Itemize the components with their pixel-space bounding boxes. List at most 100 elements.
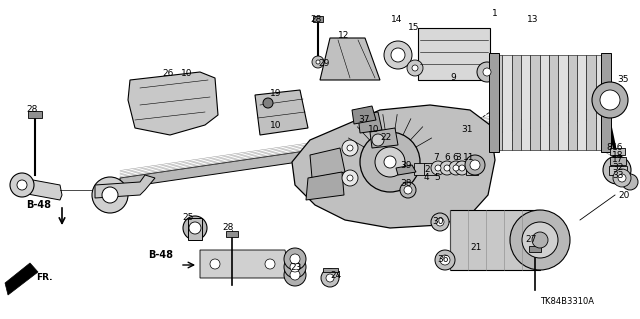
Text: 19: 19 <box>270 88 282 98</box>
Text: 10: 10 <box>270 122 282 130</box>
Circle shape <box>312 56 324 68</box>
Circle shape <box>384 156 396 168</box>
Text: 29: 29 <box>318 58 330 68</box>
Polygon shape <box>320 38 380 80</box>
Polygon shape <box>200 250 290 278</box>
Polygon shape <box>358 112 382 133</box>
Polygon shape <box>95 175 155 198</box>
Text: 7: 7 <box>433 153 439 162</box>
Bar <box>226 231 238 237</box>
Text: 28: 28 <box>310 16 321 25</box>
Circle shape <box>375 147 405 177</box>
Circle shape <box>436 218 444 226</box>
Circle shape <box>290 262 300 272</box>
Polygon shape <box>586 55 596 150</box>
Circle shape <box>400 182 416 198</box>
Circle shape <box>342 170 358 186</box>
Text: 24: 24 <box>330 271 341 279</box>
Polygon shape <box>188 218 202 240</box>
Text: 38: 38 <box>400 179 412 188</box>
Text: 28: 28 <box>222 224 234 233</box>
Polygon shape <box>489 53 499 152</box>
Text: 31: 31 <box>461 125 472 135</box>
Circle shape <box>284 264 306 286</box>
Text: 32: 32 <box>612 162 623 172</box>
Circle shape <box>431 161 445 175</box>
Text: 9: 9 <box>450 73 456 83</box>
Text: 36: 36 <box>437 256 449 264</box>
Text: 30: 30 <box>432 218 444 226</box>
Circle shape <box>510 210 570 270</box>
Text: 35: 35 <box>617 76 628 85</box>
Circle shape <box>522 222 558 258</box>
Circle shape <box>321 269 339 287</box>
Polygon shape <box>95 45 630 305</box>
Polygon shape <box>540 55 549 150</box>
Text: 11: 11 <box>463 153 474 162</box>
Circle shape <box>102 187 118 203</box>
Polygon shape <box>323 268 338 272</box>
Text: 10: 10 <box>181 69 193 78</box>
Text: 28: 28 <box>26 106 37 115</box>
Circle shape <box>600 90 620 110</box>
Polygon shape <box>568 55 577 150</box>
Circle shape <box>592 82 628 118</box>
Text: 37: 37 <box>358 115 369 124</box>
Circle shape <box>92 177 128 213</box>
Text: TK84B3310A: TK84B3310A <box>540 298 594 307</box>
Text: 16: 16 <box>612 144 623 152</box>
Text: 20: 20 <box>618 190 629 199</box>
Polygon shape <box>493 55 502 150</box>
Circle shape <box>372 134 384 146</box>
Polygon shape <box>22 178 62 200</box>
Text: 23: 23 <box>290 263 301 272</box>
Polygon shape <box>418 28 490 80</box>
Polygon shape <box>596 55 605 150</box>
Circle shape <box>465 155 485 175</box>
Text: 8: 8 <box>606 144 612 152</box>
Circle shape <box>210 259 220 269</box>
Text: 6: 6 <box>444 153 450 162</box>
Circle shape <box>532 232 548 248</box>
Text: 5: 5 <box>434 174 440 182</box>
Circle shape <box>183 216 207 240</box>
Text: 14: 14 <box>391 16 403 25</box>
Circle shape <box>444 165 450 171</box>
Polygon shape <box>577 55 586 150</box>
Bar <box>529 246 541 252</box>
Polygon shape <box>414 163 426 175</box>
Polygon shape <box>610 148 625 155</box>
Polygon shape <box>609 166 627 175</box>
Text: 25: 25 <box>182 213 193 222</box>
Text: 26: 26 <box>162 69 173 78</box>
Polygon shape <box>370 128 398 148</box>
Polygon shape <box>306 172 344 200</box>
Circle shape <box>347 145 353 151</box>
Text: 15: 15 <box>408 24 419 33</box>
Text: 2: 2 <box>424 166 429 174</box>
Polygon shape <box>5 263 38 295</box>
Circle shape <box>435 165 441 171</box>
Text: 1: 1 <box>492 9 498 18</box>
Polygon shape <box>292 105 495 228</box>
Text: 17: 17 <box>612 155 623 165</box>
Circle shape <box>263 98 273 108</box>
Polygon shape <box>521 55 531 150</box>
Polygon shape <box>352 106 376 124</box>
Polygon shape <box>396 165 416 175</box>
Circle shape <box>459 165 465 171</box>
Polygon shape <box>450 210 540 270</box>
Circle shape <box>455 161 469 175</box>
Text: 3: 3 <box>455 153 461 162</box>
Circle shape <box>603 156 631 184</box>
Polygon shape <box>502 55 511 150</box>
Circle shape <box>453 165 459 171</box>
Text: 21: 21 <box>470 243 481 253</box>
Text: 18: 18 <box>612 151 623 160</box>
Circle shape <box>342 140 358 156</box>
Text: B-48: B-48 <box>148 250 173 260</box>
Circle shape <box>360 132 420 192</box>
Text: 13: 13 <box>527 16 538 25</box>
Text: 12: 12 <box>338 31 349 40</box>
Polygon shape <box>601 53 611 152</box>
